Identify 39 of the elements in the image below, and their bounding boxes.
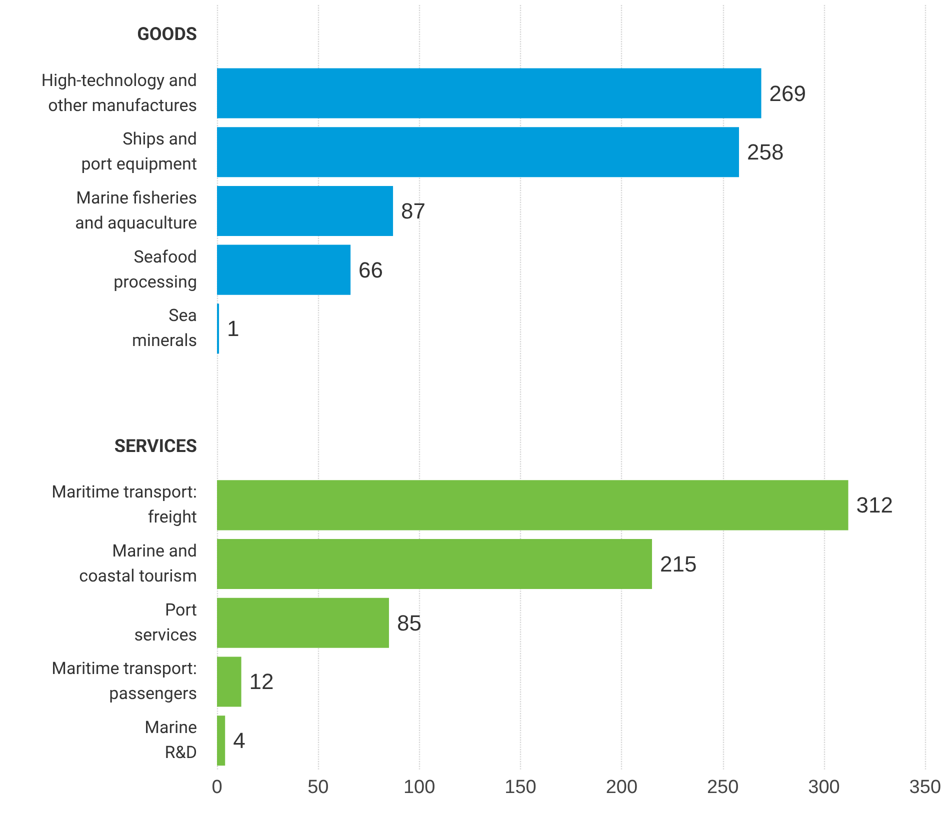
data-label: 12	[249, 669, 274, 694]
y-tick-label: High-technology and other manufactures	[41, 70, 197, 116]
y-tick-label: Maritime transport: passengers	[52, 659, 197, 704]
bar	[217, 186, 394, 236]
y-tick-label: Marine and coastal tourism	[79, 542, 197, 587]
data-label: 312	[856, 492, 893, 518]
data-label: 215	[660, 552, 697, 577]
bar	[217, 539, 652, 590]
x-tick-label: 150	[504, 777, 536, 798]
data-label: 269	[769, 80, 806, 106]
y-tick-label: SERVICES	[114, 436, 197, 457]
y-tick-label: Seafood processing	[114, 247, 197, 292]
x-tick-label: 100	[403, 777, 436, 798]
x-tick-label: 350	[909, 777, 941, 798]
x-tick-label: 50	[308, 777, 329, 798]
y-tick-label: Marine fisheries and aquaculture	[75, 188, 197, 234]
bar	[217, 68, 762, 118]
bar	[217, 716, 226, 766]
bar	[217, 656, 242, 707]
x-tick-label: 0	[212, 777, 222, 798]
bar	[217, 244, 351, 295]
y-tick-label: Sea minerals	[132, 306, 197, 352]
bar	[217, 127, 740, 178]
x-tick-label: 250	[706, 777, 739, 798]
y-tick-label: GOODS	[137, 24, 197, 45]
data-label: 85	[396, 610, 422, 636]
x-tick-label: 200	[606, 777, 638, 798]
bar	[217, 598, 389, 648]
y-tick-label: Ships and port equipment	[81, 130, 197, 175]
data-label: 66	[358, 257, 384, 282]
x-tick-label: 300	[808, 777, 840, 798]
y-tick-label: Port services	[134, 600, 197, 646]
y-tick-label: Marine R&D	[144, 718, 197, 764]
y-tick-label: Maritime transport: freight	[52, 482, 197, 528]
data-label: 87	[401, 198, 426, 224]
data-label: 258	[747, 140, 784, 165]
data-label: 1	[227, 316, 240, 342]
data-label: 4	[233, 728, 246, 754]
bar	[217, 480, 848, 530]
